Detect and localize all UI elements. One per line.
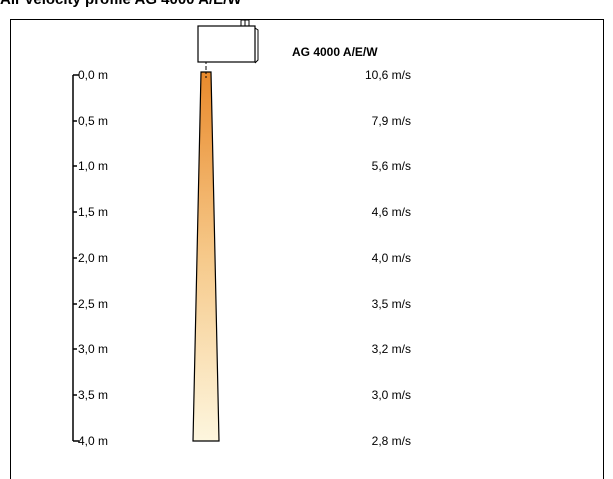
page-title: Air velocity profile AG 4000 A/E/W: [0, 0, 241, 9]
diagram-frame: [10, 19, 604, 479]
air-speed-label: 2,8 m/s: [371, 434, 411, 448]
air-speed-label: 3,2 m/s: [371, 342, 411, 356]
air-speed-label: 4,6 m/s: [371, 205, 411, 219]
distance-label: 0,5 m: [78, 114, 109, 128]
air-curtain-unit-icon: [197, 19, 259, 70]
air-jet-diagram: [72, 19, 259, 442]
distance-label: 3,0 m: [78, 342, 109, 356]
distance-label: 4,0 m: [78, 434, 109, 448]
distance-label: 2,5 m: [78, 297, 109, 311]
air-jet-cone: [192, 71, 220, 442]
distance-label: 0,0 m: [78, 68, 109, 82]
air-speed-label: 3,0 m/s: [371, 388, 411, 402]
air-speed-label: 5,6 m/s: [371, 159, 411, 173]
air-speed-label: 10,6 m/s: [364, 68, 411, 82]
distance-label: 2,0 m: [78, 251, 109, 265]
air-speed-label: 4,0 m/s: [371, 251, 411, 265]
distance-label: 1,5 m: [78, 205, 109, 219]
distance-ruler: [72, 74, 79, 442]
distance-label: 1,0 m: [78, 159, 109, 173]
model-label: AG 4000 A/E/W: [292, 45, 378, 59]
air-speed-label: 7,9 m/s: [371, 114, 411, 128]
air-speed-label: 3,5 m/s: [371, 297, 411, 311]
distance-label: 3,5 m: [78, 388, 109, 402]
